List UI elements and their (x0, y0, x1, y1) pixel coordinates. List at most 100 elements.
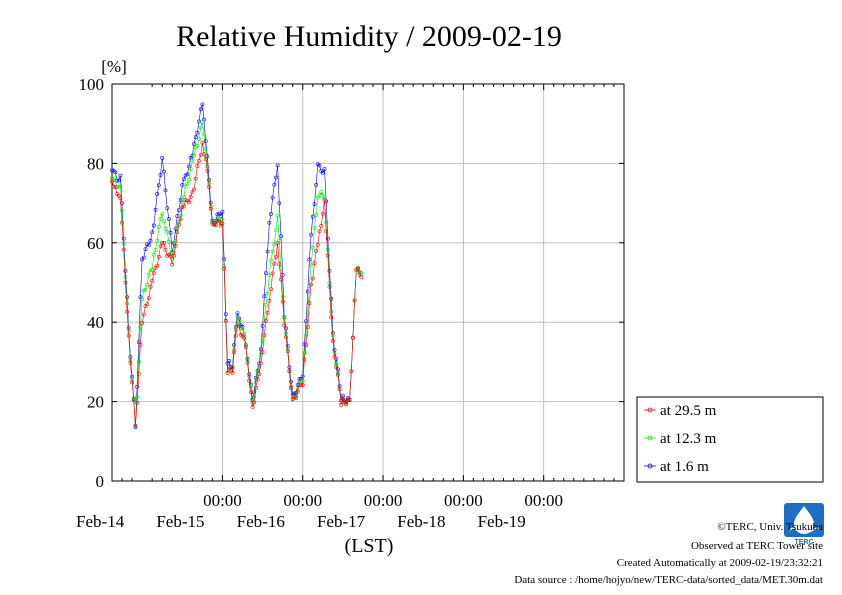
data-point (193, 135, 198, 140)
y-tick-label: 20 (87, 393, 104, 412)
data-point (220, 217, 225, 222)
data-point (143, 247, 148, 252)
data-point (258, 361, 263, 366)
data-point (242, 336, 247, 341)
data-point (143, 287, 148, 292)
data-point (304, 333, 309, 338)
data-point (130, 380, 135, 385)
data-point (118, 183, 123, 188)
data-point (160, 240, 165, 245)
chart-title: Relative Humidity / 2009-02-19 (176, 20, 562, 53)
data-point (173, 239, 178, 243)
legend-marker (647, 435, 653, 441)
data-point (110, 168, 114, 173)
data-point (265, 249, 270, 254)
water-drop-icon (794, 506, 814, 534)
data-point (233, 328, 238, 333)
data-point (222, 266, 227, 271)
data-point (145, 302, 150, 307)
data-point (183, 198, 188, 203)
data-point (135, 384, 140, 389)
data-point (183, 184, 188, 189)
data-point (262, 333, 267, 338)
data-point (131, 398, 136, 403)
data-point (125, 301, 130, 306)
data-point (275, 213, 280, 218)
data-point (118, 173, 123, 178)
data-point (225, 371, 230, 375)
legend-label: at 1.6 m (660, 459, 709, 475)
data-point (314, 249, 319, 254)
data-point (141, 288, 146, 293)
data-point (118, 196, 123, 201)
data-point (135, 400, 140, 405)
data-point (146, 243, 151, 248)
y-tick-label: 0 (96, 472, 105, 491)
created-text: Created Automatically at 2009-02-19/23:3… (617, 557, 823, 569)
data-point (317, 229, 322, 234)
data-point (280, 299, 285, 304)
data-point (357, 272, 362, 277)
y-tick-label: 100 (79, 75, 105, 94)
data-point (267, 273, 272, 278)
data-point (310, 276, 315, 281)
data-point (151, 271, 156, 276)
data-point (190, 190, 195, 194)
data-point (284, 331, 288, 336)
data-point (305, 325, 310, 330)
data-point (269, 287, 273, 292)
data-point (197, 137, 201, 141)
data-point (217, 211, 222, 216)
data-point (253, 380, 258, 385)
legend: at 29.5 m at 12.3 m at 1.6 m (636, 396, 824, 483)
data-point (279, 277, 283, 282)
x-axis-label: (LST) (345, 535, 394, 557)
data-point (315, 243, 320, 247)
data-point (329, 296, 334, 301)
data-point (220, 221, 225, 226)
data-point (145, 282, 150, 287)
x-date-label: Feb-18 (397, 512, 445, 531)
data-point (277, 238, 282, 243)
data-point (202, 117, 206, 122)
data-point (312, 202, 317, 207)
data-point (165, 206, 170, 211)
data-point (262, 294, 267, 299)
data-point (161, 219, 166, 224)
data-point (274, 228, 278, 233)
data-point (218, 214, 223, 218)
data-point (171, 253, 176, 258)
data-point (319, 223, 324, 228)
data-point (260, 324, 265, 328)
data-point (235, 314, 240, 319)
data-point (193, 176, 198, 181)
data-point (188, 166, 193, 171)
data-point (197, 158, 201, 163)
series-layer (110, 102, 364, 430)
data-point (163, 247, 168, 252)
data-point (151, 223, 156, 228)
data-point (277, 201, 282, 206)
data-point (253, 386, 258, 391)
y-tick-label: 40 (87, 313, 104, 332)
data-point (297, 376, 302, 381)
data-point (213, 223, 218, 228)
data-point (120, 208, 124, 213)
data-point (344, 402, 349, 407)
data-point (208, 206, 213, 211)
data-point (232, 350, 237, 355)
data-point (359, 275, 364, 280)
data-point (180, 182, 185, 187)
data-point (275, 163, 280, 168)
data-point (269, 258, 273, 263)
data-point (155, 239, 160, 243)
data-point (320, 170, 325, 175)
data-point (188, 194, 193, 199)
data-point (317, 163, 322, 168)
data-point (325, 236, 330, 241)
data-point (207, 185, 211, 189)
data-point (203, 157, 208, 161)
data-point (181, 177, 186, 182)
data-point (148, 238, 153, 243)
data-point (227, 358, 232, 363)
